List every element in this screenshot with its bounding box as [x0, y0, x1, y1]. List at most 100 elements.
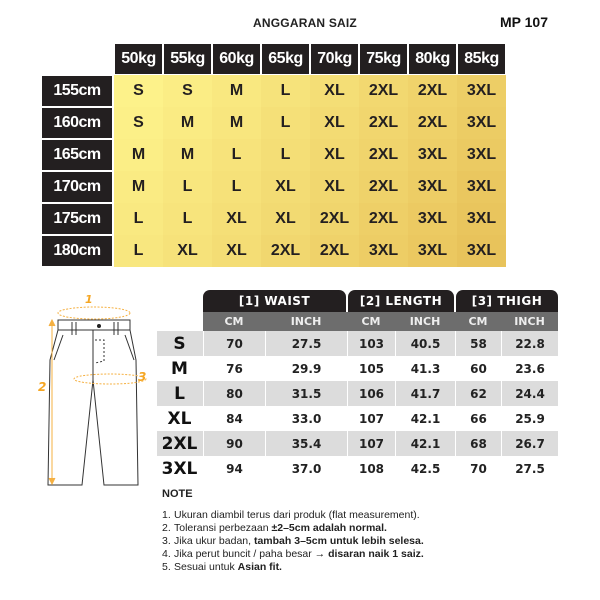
- size-cell: 2XL: [359, 171, 408, 203]
- note-number: 3.: [162, 535, 171, 547]
- size-cell: XL: [212, 203, 261, 235]
- unit-header: INCH: [409, 315, 441, 328]
- size-cell: M: [212, 75, 261, 107]
- height-header: 165cm: [42, 140, 112, 170]
- value-cell: 105: [347, 356, 395, 381]
- unit-header: CM: [468, 315, 488, 328]
- size-cell: L: [261, 75, 310, 107]
- height-header: 160cm: [42, 108, 112, 138]
- size-cell: M: [163, 107, 212, 139]
- note-text: Ukuran diambil terus dari produk (flat m…: [174, 509, 420, 521]
- size-cell: L: [212, 139, 261, 171]
- weight-header: 75kg: [360, 44, 407, 74]
- value-cell: 26.7: [501, 431, 558, 456]
- notes-section: NOTE 1. Ukuran diambil terus dari produk …: [162, 488, 424, 574]
- value-cell: 80: [203, 381, 265, 406]
- size-cell: 2XL: [408, 75, 457, 107]
- chart-title: ANGGARAN SAIZ: [253, 16, 357, 30]
- size-cell: L: [261, 139, 310, 171]
- product-code: MP 107: [500, 14, 548, 30]
- label-3: 3: [138, 370, 146, 384]
- value-cell: 27.5: [265, 331, 347, 356]
- size-cell: S: [114, 75, 163, 107]
- value-cell: 23.6: [501, 356, 558, 381]
- weight-header: 80kg: [409, 44, 456, 74]
- size-cell: L: [212, 171, 261, 203]
- size-cell: L: [163, 171, 212, 203]
- size-label: S: [173, 333, 186, 354]
- size-cell: 3XL: [457, 107, 506, 139]
- unit-header: INCH: [514, 315, 545, 328]
- note-number: 1.: [162, 509, 171, 521]
- value-cell: 76: [203, 356, 265, 381]
- value-cell: 35.4: [265, 431, 347, 456]
- size-cell: 2XL: [310, 235, 359, 267]
- table-row: L 80 31.5 106 41.7 62 24.4: [157, 381, 558, 406]
- unit-header: INCH: [290, 315, 322, 328]
- size-cell: 3XL: [408, 235, 457, 267]
- note-bold: ±2–5cm adalah normal.: [271, 522, 387, 534]
- value-cell: 107: [347, 431, 395, 456]
- size-label: 2XL: [161, 433, 198, 454]
- size-cell: M: [212, 107, 261, 139]
- weight-header: 85kg: [458, 44, 505, 74]
- size-cell: L: [114, 235, 163, 267]
- value-cell: 27.5: [501, 456, 558, 481]
- table-row: S 70 27.5 103 40.5 58 22.8: [157, 331, 558, 356]
- height-header: 180cm: [42, 236, 112, 266]
- note-bold: Asian fit.: [237, 561, 282, 573]
- note-number: 5.: [162, 561, 171, 573]
- size-cell: XL: [310, 139, 359, 171]
- value-cell: 70: [203, 331, 265, 356]
- size-cell: XL: [310, 75, 359, 107]
- height-header: 175cm: [42, 204, 112, 234]
- note-text: Sesuai untuk: [174, 561, 238, 573]
- value-cell: 70: [455, 456, 501, 481]
- size-cell: L: [114, 203, 163, 235]
- size-cell: XL: [310, 171, 359, 203]
- size-cell: 3XL: [457, 171, 506, 203]
- size-cell: M: [114, 171, 163, 203]
- table-row: M 76 29.9 105 41.3 60 23.6: [157, 356, 558, 381]
- value-cell: 22.8: [501, 331, 558, 356]
- note-item: 1. Ukuran diambil terus dari produk (flat…: [162, 509, 424, 522]
- value-cell: 103: [347, 331, 395, 356]
- size-cell: XL: [212, 235, 261, 267]
- size-cell: 3XL: [457, 203, 506, 235]
- value-cell: 24.4: [501, 381, 558, 406]
- size-cell: 3XL: [457, 235, 506, 267]
- note-number: 4.: [162, 548, 171, 560]
- note-item: 5. Sesuai untuk Asian fit.: [162, 561, 424, 574]
- value-cell: 62: [455, 381, 501, 406]
- group-header-2: [2] LENGTH: [348, 290, 454, 312]
- size-cell: 2XL: [359, 139, 408, 171]
- size-cell: 2XL: [261, 235, 310, 267]
- value-cell: 108: [347, 456, 395, 481]
- size-cell: 3XL: [408, 203, 457, 235]
- size-cell: XL: [261, 171, 310, 203]
- value-cell: 68: [455, 431, 501, 456]
- size-label: L: [174, 383, 185, 404]
- note-bold: tambah 3–5cm untuk lebih selesa.: [253, 535, 424, 547]
- value-cell: 33.0: [265, 406, 347, 431]
- value-cell: 42.1: [395, 431, 455, 456]
- size-cell: 3XL: [408, 139, 457, 171]
- size-cell: S: [114, 107, 163, 139]
- size-cell: 3XL: [359, 235, 408, 267]
- value-cell: 60: [455, 356, 501, 381]
- weight-header: 50kg: [115, 44, 162, 74]
- size-cell: 3XL: [457, 75, 506, 107]
- size-label: XL: [167, 408, 192, 429]
- value-cell: 94: [203, 456, 265, 481]
- table-row: 3XL 94 37.0 108 42.5 70 27.5: [157, 456, 558, 481]
- weight-header: 55kg: [164, 44, 211, 74]
- value-cell: 40.5: [395, 331, 455, 356]
- note-item: 3. Jika ukur badan, tambah 3–5cm untuk le…: [162, 535, 424, 548]
- note-number: 2.: [162, 522, 171, 534]
- size-cell: XL: [310, 107, 359, 139]
- group-header-3: [3] THIGH: [456, 290, 558, 312]
- unit-header: CM: [361, 315, 381, 328]
- size-cell: 2XL: [408, 107, 457, 139]
- value-cell: 37.0: [265, 456, 347, 481]
- note-text: Toleransi perbezaan: [174, 522, 272, 534]
